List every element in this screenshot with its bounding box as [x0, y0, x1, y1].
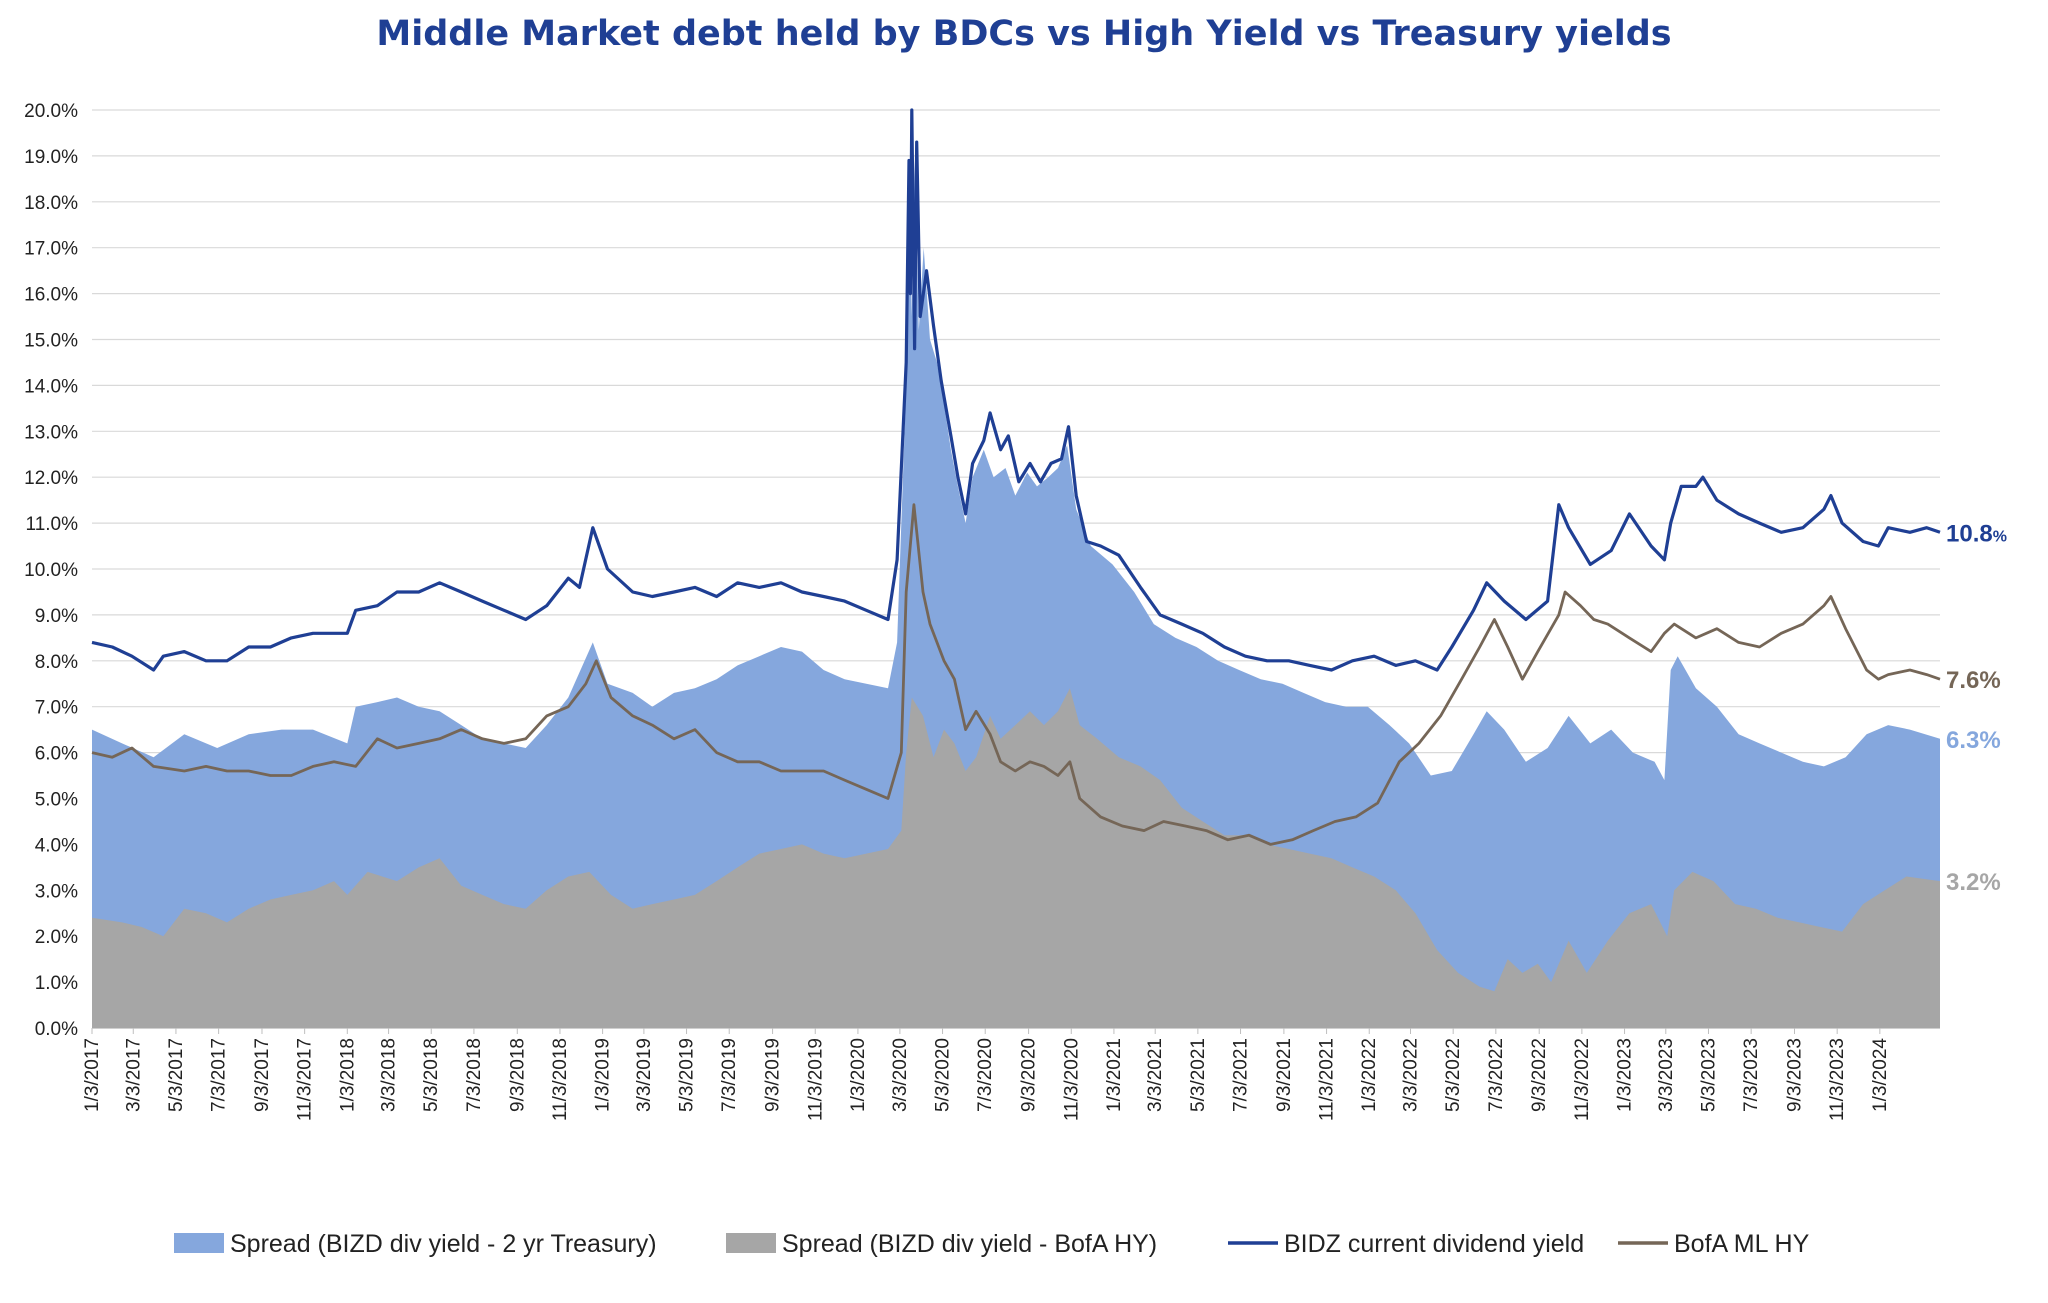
area-spread_hy	[92, 688, 1940, 1028]
x-tick-label: 3/3/2023	[1656, 1038, 1677, 1112]
x-tick-label: 3/3/2019	[634, 1038, 655, 1112]
y-tick-label: 16.0%	[24, 285, 78, 306]
y-tick-label: 9.0%	[35, 606, 78, 627]
x-tick-label: 1/3/2018	[337, 1038, 358, 1112]
y-tick-label: 15.0%	[24, 331, 78, 352]
y-tick-label: 5.0%	[35, 790, 78, 811]
x-tick-label: 5/3/2021	[1188, 1038, 1209, 1112]
legend-label-1: Spread (BIZD div yield - BofA HY)	[782, 1230, 1157, 1258]
y-tick-label: 12.0%	[24, 468, 78, 489]
x-tick-label: 1/3/2019	[593, 1038, 614, 1112]
end-label-value: 7.6%	[1946, 667, 2001, 694]
x-tick-label: 9/3/2018	[507, 1038, 528, 1112]
y-tick-label: 7.0%	[35, 698, 78, 719]
legend-label-0: Spread (BIZD div yield - 2 yr Treasury)	[230, 1230, 657, 1258]
y-tick-label: 3.0%	[35, 881, 78, 902]
x-tick-label: 7/3/2021	[1231, 1038, 1252, 1112]
end-label-value: 6.3%	[1946, 727, 2001, 754]
x-tick-label: 5/3/2023	[1698, 1038, 1719, 1112]
x-tick-label: 3/3/2017	[123, 1038, 144, 1112]
x-tick-label: 11/3/2023	[1827, 1038, 1848, 1121]
x-tick-label: 9/3/2019	[763, 1038, 784, 1112]
end-label-spread_hy: 3.2%	[1946, 869, 2001, 896]
y-tick-label: 14.0%	[24, 376, 78, 397]
end-labels: 6.3% 3.2% 10.8% 7.6%	[1946, 520, 2007, 896]
legend-label-3: BofA ML HY	[1674, 1230, 1810, 1258]
end-label-bizd: 10.8%	[1946, 520, 2007, 547]
x-tick-label: 7/3/2022	[1486, 1038, 1507, 1112]
x-tick-label: 1/3/2022	[1359, 1038, 1380, 1112]
x-tick-label: 11/3/2022	[1572, 1038, 1593, 1121]
x-tick-label: 9/3/2023	[1785, 1038, 1806, 1112]
y-tick-label: 10.0%	[24, 560, 78, 581]
y-tick-label: 2.0%	[35, 927, 78, 948]
x-tick-label: 7/3/2023	[1741, 1038, 1762, 1112]
y-tick-label: 0.0%	[35, 1019, 78, 1040]
end-label-hy: 7.6%	[1946, 667, 2001, 694]
y-tick-label: 18.0%	[24, 193, 78, 214]
x-tick-label: 1/3/2020	[848, 1038, 869, 1112]
x-tick-label: 3/3/2020	[890, 1038, 911, 1112]
x-tick-label: 5/3/2019	[677, 1038, 698, 1112]
x-tick-label: 11/3/2017	[295, 1038, 316, 1121]
end-label-value: 10.8	[1946, 520, 1993, 547]
y-tick-label: 19.0%	[24, 147, 78, 168]
x-tick-label: 11/3/2020	[1061, 1038, 1082, 1121]
x-tick-label: 1/3/2017	[82, 1038, 103, 1112]
y-tick-label: 8.0%	[35, 652, 78, 673]
y-tick-label: 20.0%	[24, 101, 78, 122]
x-tick-label: 5/3/2018	[421, 1038, 442, 1112]
x-axis: 1/3/2017 3/3/2017 5/3/2017 7/3/2017 9/3/2017…	[82, 1028, 1891, 1121]
x-tick-label: 7/3/2020	[975, 1038, 996, 1112]
x-tick-label: 9/3/2017	[252, 1038, 273, 1112]
y-tick-label: 13.0%	[24, 422, 78, 443]
x-tick-label: 11/3/2019	[805, 1038, 826, 1121]
legend: Spread (BIZD div yield - 2 yr Treasury) S…	[174, 1230, 1810, 1258]
x-tick-label: 11/3/2018	[550, 1038, 571, 1121]
line-hy	[91, 503, 1941, 846]
y-tick-label: 17.0%	[24, 239, 78, 260]
chart-title: Middle Market debt held by BDCs vs High …	[376, 14, 1672, 54]
x-tick-label: 7/3/2017	[209, 1038, 230, 1112]
end-label-spread_tsy: 6.3%	[1946, 727, 2001, 754]
line-bizd	[91, 108, 1941, 672]
y-tick-label: 1.0%	[35, 973, 78, 994]
y-axis: 0.0% 1.0% 2.0% 3.0% 4.0% 5.0% 6.0% 7.0% 8.0% 9.0%…	[24, 101, 78, 1040]
x-tick-label: 9/3/2021	[1274, 1038, 1295, 1112]
end-label-value: 3.2%	[1946, 869, 2001, 896]
x-tick-label: 5/3/2017	[166, 1038, 187, 1112]
x-tick-label: 3/3/2018	[379, 1038, 400, 1112]
legend-swatch-0	[174, 1233, 224, 1253]
x-tick-label: 11/3/2021	[1317, 1038, 1338, 1121]
area-series	[92, 160, 1940, 1028]
x-tick-label: 3/3/2022	[1401, 1038, 1422, 1112]
area-spread_tsy	[92, 160, 1940, 1028]
x-tick-label: 1/3/2021	[1104, 1038, 1125, 1112]
y-tick-label: 6.0%	[35, 744, 78, 765]
x-tick-label: 9/3/2020	[1019, 1038, 1040, 1112]
x-tick-label: 7/3/2019	[719, 1038, 740, 1112]
line-series	[91, 108, 1941, 846]
x-tick-label: 5/3/2022	[1443, 1038, 1464, 1112]
x-tick-label: 5/3/2020	[933, 1038, 954, 1112]
legend-label-2: BIDZ current dividend yield	[1284, 1230, 1584, 1258]
x-tick-label: 9/3/2022	[1529, 1038, 1550, 1112]
x-tick-label: 1/3/2023	[1615, 1038, 1636, 1112]
x-tick-label: 1/3/2024	[1870, 1038, 1891, 1112]
x-tick-label: 3/3/2021	[1145, 1038, 1166, 1112]
x-tick-label: 7/3/2018	[464, 1038, 485, 1112]
legend-swatch-1	[726, 1233, 776, 1253]
y-tick-label: 4.0%	[35, 835, 78, 856]
end-label-suffix: %	[1993, 528, 2007, 545]
y-tick-label: 11.0%	[26, 514, 79, 535]
